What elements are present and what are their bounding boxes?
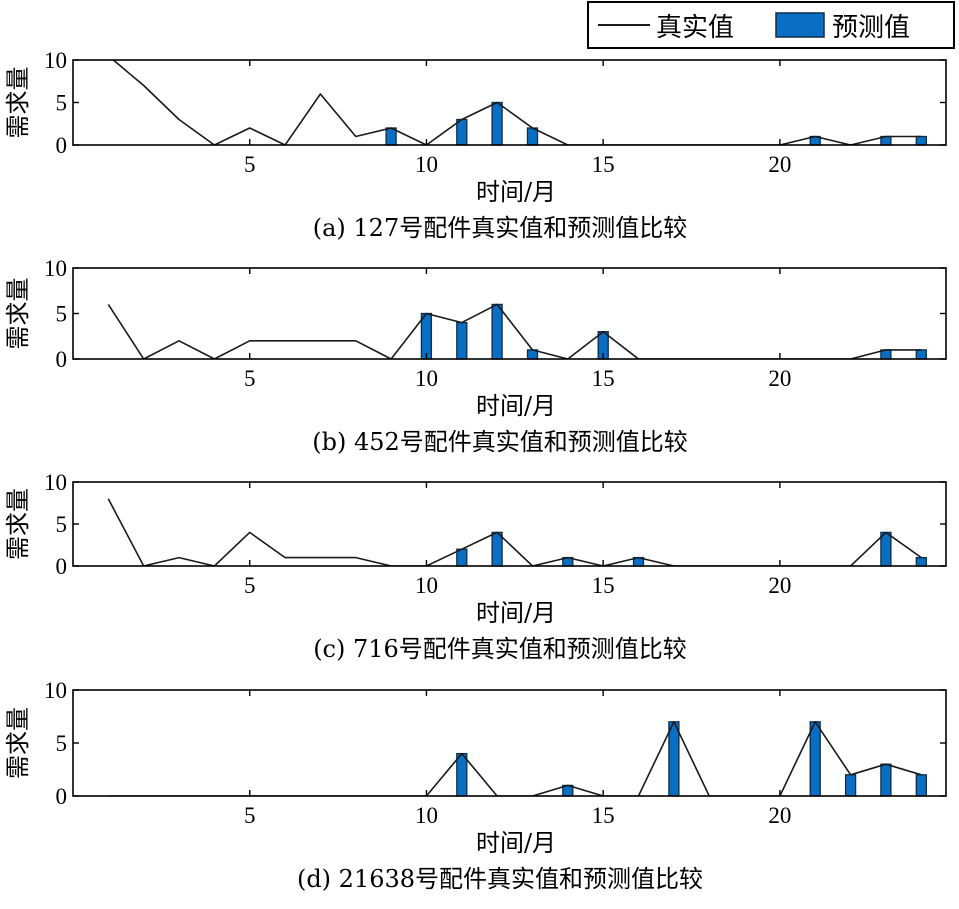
legend-bar-swatch (775, 12, 825, 38)
y-tick-label: 5 (56, 302, 68, 327)
panel-caption: (a) 127号配件真实值和预测值比较 (313, 214, 687, 242)
x-tick-label: 5 (244, 152, 256, 177)
x-tick-label: 15 (592, 803, 615, 828)
axes-frame (72, 481, 947, 567)
y-tick-label: 0 (56, 133, 68, 158)
legend-line-label: 真实值 (656, 13, 734, 43)
actual-series-line (112, 60, 922, 145)
x-tick-label: 15 (592, 573, 615, 598)
predicted-bar (491, 531, 503, 567)
predicted-bar (809, 721, 821, 797)
y-axis-label: 需求量 (4, 67, 32, 139)
predicted-bar (915, 556, 927, 567)
x-axis-label: 时间/月 (476, 178, 556, 206)
predicted-bar (915, 135, 927, 146)
y-tick-label: 10 (44, 470, 67, 495)
x-tick-label: 10 (415, 152, 438, 177)
x-tick-label: 20 (768, 573, 791, 598)
y-axis-label: 需求量 (4, 488, 32, 560)
axes-frame (72, 59, 947, 146)
x-tick-label: 10 (415, 573, 438, 598)
predicted-bar (420, 312, 433, 360)
actual-series-line (107, 303, 922, 359)
y-tick-label: 5 (56, 731, 68, 756)
actual-series-line (107, 498, 922, 566)
y-tick-label: 0 (56, 784, 68, 809)
x-axis-label: 时间/月 (476, 392, 556, 420)
x-tick-label: 10 (415, 366, 438, 391)
y-tick-label: 10 (44, 48, 67, 73)
panel-caption: (b) 452号配件真实值和预测值比较 (312, 428, 688, 456)
legend: 真实值 预测值 (587, 1, 955, 49)
predicted-bar (491, 303, 503, 360)
y-axis-label: 需求量 (4, 278, 32, 350)
predicted-bar (491, 101, 503, 146)
y-tick-label: 0 (56, 554, 68, 579)
panel-caption: (c) 716号配件真实值和预测值比较 (313, 635, 687, 663)
y-tick-label: 5 (56, 91, 68, 116)
predicted-bar (456, 752, 468, 797)
legend-bar-label: 预测值 (832, 13, 910, 43)
x-tick-label: 20 (768, 152, 791, 177)
actual-series-line (108, 720, 922, 796)
predicted-bar (844, 774, 857, 797)
predicted-bar (456, 321, 468, 360)
predicted-bar (880, 531, 892, 567)
y-tick-label: 0 (56, 347, 68, 372)
panel-caption: (d) 21638号配件真实值和预测值比较 (297, 865, 703, 893)
x-axis-label: 时间/月 (476, 829, 556, 857)
predicted-bar (915, 349, 927, 360)
predicted-bar (668, 721, 680, 797)
x-axis-label: 时间/月 (476, 599, 556, 627)
x-tick-label: 5 (244, 573, 256, 598)
x-tick-label: 5 (244, 366, 256, 391)
predicted-bar (456, 118, 468, 146)
y-tick-label: 10 (44, 678, 67, 703)
y-axis-label: 需求量 (4, 707, 32, 779)
x-tick-label: 20 (768, 803, 791, 828)
y-tick-label: 10 (44, 256, 67, 281)
x-tick-label: 20 (768, 366, 791, 391)
predicted-bar (880, 763, 892, 797)
x-tick-label: 15 (592, 152, 615, 177)
x-tick-label: 15 (592, 366, 615, 391)
predicted-bar (915, 774, 927, 797)
x-tick-label: 10 (415, 803, 438, 828)
x-tick-label: 5 (244, 803, 256, 828)
y-tick-label: 5 (56, 512, 68, 537)
axes-frame (72, 267, 947, 360)
